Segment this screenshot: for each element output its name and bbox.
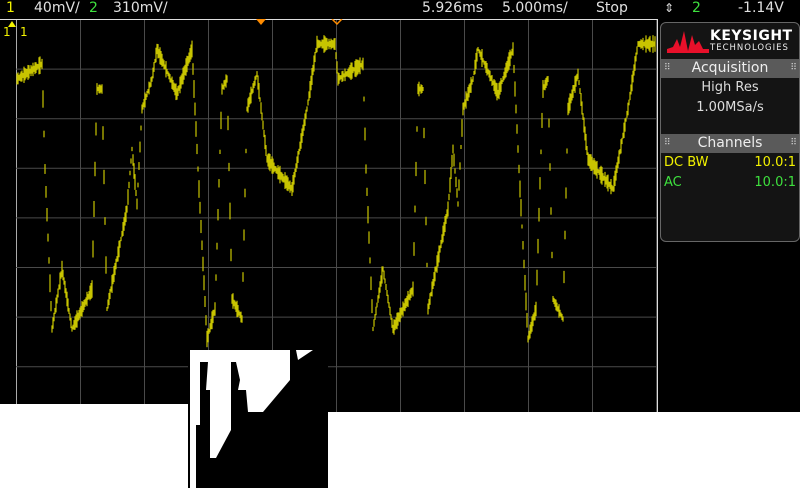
trigger-level[interactable]: -1.14V xyxy=(738,0,784,16)
drag-handle-icon: ⠿ xyxy=(790,63,797,73)
time-reference-marker xyxy=(331,19,343,26)
ch1-marker-number: 1 xyxy=(3,25,11,39)
ch1-scale[interactable]: 40mV/ xyxy=(34,0,80,16)
ch2-number[interactable]: 2 xyxy=(89,0,98,16)
ch1-label: 1 xyxy=(20,25,28,39)
drag-handle-icon: ⠿ xyxy=(664,63,671,73)
occlusion-pattern xyxy=(188,350,328,488)
acquisition-header[interactable]: ⠿ Acquisition ⠿ xyxy=(661,59,799,78)
time-delay[interactable]: 5.926ms xyxy=(422,0,484,16)
acquisition-mode: High Res xyxy=(701,80,759,95)
status-bar: 1 40mV/ 2 310mV/ 5.926ms 5.000ms/ Stop ⇕… xyxy=(0,0,800,19)
trigger-position-marker[interactable] xyxy=(256,19,266,25)
ch1-number[interactable]: 1 xyxy=(6,0,15,16)
drag-handle-icon: ⠿ xyxy=(664,138,671,148)
waveform-display[interactable]: 1 1 xyxy=(0,19,660,419)
occlusion-block xyxy=(0,404,190,488)
ch2-scale[interactable]: 310mV/ xyxy=(113,0,168,16)
run-state[interactable]: Stop xyxy=(596,0,628,16)
updown-arrows-icon: ⇕ xyxy=(664,1,675,15)
channels-header[interactable]: ⠿ Channels ⠿ xyxy=(661,134,799,153)
keysight-wave-icon xyxy=(667,31,709,53)
side-panel: KEYSIGHT TECHNOLOGIES ⠿ Acquisition ⠿ High… xyxy=(660,22,800,242)
sample-rate: 1.00MSa/s xyxy=(696,100,764,115)
time-scale[interactable]: 5.000ms/ xyxy=(502,0,568,16)
drag-handle-icon: ⠿ xyxy=(790,138,797,148)
ch1-waveform xyxy=(16,35,656,348)
ch1-ground-marker[interactable] xyxy=(8,21,16,27)
trigger-source[interactable]: 2 xyxy=(692,0,701,16)
channel-1-row: DC BW 10.0:1 xyxy=(664,155,796,170)
keysight-logo: KEYSIGHT TECHNOLOGIES xyxy=(661,23,799,59)
occlusion-block xyxy=(327,412,800,488)
channel-2-row: AC 10.0:1 xyxy=(664,175,796,190)
graticule xyxy=(16,19,657,419)
